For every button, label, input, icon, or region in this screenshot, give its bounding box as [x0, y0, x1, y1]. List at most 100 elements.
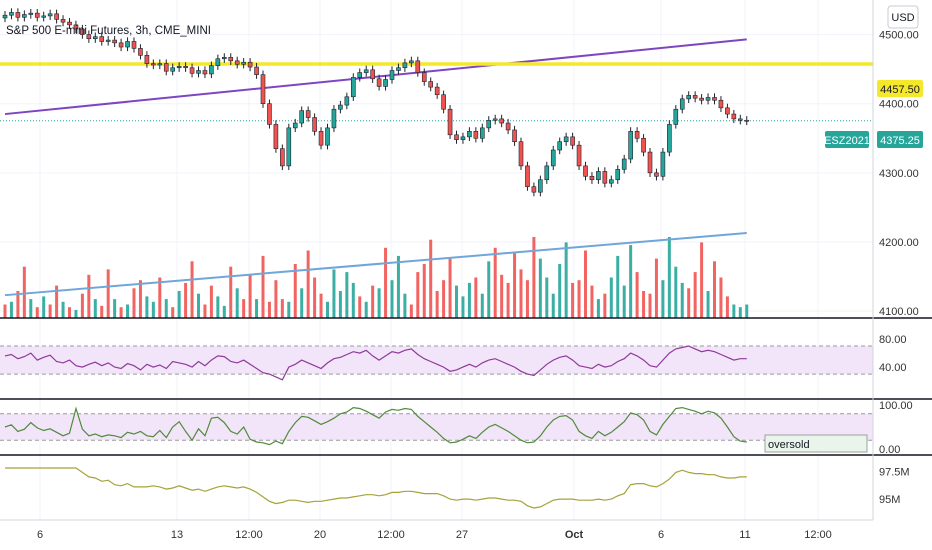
candle-body — [350, 77, 356, 98]
stoch-band — [0, 413, 873, 441]
volume-bar — [519, 269, 523, 318]
volume-bar — [255, 299, 259, 318]
candle-body — [176, 66, 182, 69]
volume-bar — [300, 288, 304, 318]
candle-body — [628, 131, 633, 160]
candle-body — [183, 66, 188, 69]
volume-bar — [319, 293, 323, 318]
time-tick-label: 12:00 — [377, 529, 405, 541]
candle-body — [557, 141, 563, 151]
candle-body — [396, 67, 401, 71]
volume-bar — [151, 301, 155, 318]
volume-bar — [467, 282, 471, 318]
trendline — [4, 231, 747, 297]
volume-bar — [132, 288, 136, 318]
candle-body — [576, 144, 582, 167]
candle-body — [189, 67, 195, 74]
price-axis: 4500.00 4400.00 4300.00 4200.00 4100.00 80.00… — [879, 30, 919, 507]
rsi-line — [4, 345, 747, 381]
volume-bar — [267, 301, 271, 318]
candle-body — [47, 13, 53, 17]
volume-bar — [22, 266, 26, 318]
volume-bar — [106, 269, 110, 318]
rsi-tick-label: 80.00 — [879, 334, 907, 346]
volume-bar — [590, 285, 594, 318]
symbol-tag-label: ESZ2021 — [824, 135, 870, 147]
volume-bar — [725, 296, 729, 318]
candle-body — [634, 131, 640, 139]
volume-bar — [635, 272, 639, 318]
volume-bar — [209, 285, 213, 318]
bottom-indicator-line — [5, 467, 747, 509]
volume-bar — [164, 299, 168, 318]
time-tick-label: 20 — [314, 529, 326, 541]
candle-body — [725, 107, 730, 115]
candle-body — [2, 14, 8, 19]
stoch-tick-label: 0.00 — [879, 444, 900, 456]
volume-bar — [642, 291, 646, 318]
volume-bar — [16, 291, 20, 318]
indicator-lines — [4, 345, 747, 509]
candle-body — [105, 39, 111, 42]
volume-bar — [500, 274, 504, 318]
volume-bar — [274, 280, 278, 318]
time-tick-label: 6 — [658, 529, 664, 541]
volume-bar — [184, 282, 188, 318]
time-tick-label: 11 — [739, 529, 750, 541]
candle-body — [473, 131, 479, 139]
panel-separators — [0, 0, 932, 521]
volume-bar — [706, 291, 710, 318]
currency-button[interactable]: USD — [887, 5, 919, 29]
stoch-line — [4, 406, 747, 446]
volume-bar — [719, 277, 723, 318]
volume-bar — [622, 285, 626, 318]
volume-bar — [551, 293, 555, 318]
candle-body — [505, 122, 511, 131]
volume-bar — [384, 247, 388, 318]
time-tick-label: 13 — [171, 529, 183, 541]
candle-body — [583, 165, 588, 177]
candle-body — [99, 36, 105, 42]
candle-body — [654, 172, 659, 177]
candle-body — [486, 119, 492, 129]
volume-bar — [358, 296, 362, 318]
candle-body — [447, 108, 453, 136]
volume-bar — [119, 307, 123, 318]
volume-bar — [280, 299, 284, 318]
candle-body — [383, 79, 388, 87]
last-price-label: 4375.25 — [880, 135, 920, 147]
candle-body — [22, 14, 27, 18]
candle-body — [550, 149, 556, 167]
candle-body — [209, 65, 214, 75]
price-tick-label: 4100.00 — [879, 306, 919, 318]
candle-body — [260, 74, 266, 104]
candle-body — [731, 113, 737, 120]
candle-body — [67, 21, 72, 26]
candle-body — [357, 72, 363, 78]
candle-body — [280, 148, 285, 167]
candle-body — [247, 61, 253, 68]
candle-body — [531, 186, 537, 193]
volume-bar — [474, 277, 478, 318]
trendlines — [0, 38, 873, 297]
volume-bar — [261, 255, 265, 318]
volume-bar — [538, 258, 542, 318]
volume-bar — [738, 307, 742, 318]
candle-body — [163, 63, 169, 72]
candle-body — [421, 72, 427, 82]
time-tick-label: 12:00 — [804, 529, 832, 541]
candle-body — [589, 175, 595, 181]
candle-body — [667, 124, 672, 153]
volume-bar — [693, 272, 697, 318]
volume-bar — [680, 282, 684, 318]
volume-bar — [9, 301, 13, 318]
candle-body — [151, 63, 156, 66]
price-tick-label: 4500.00 — [879, 30, 919, 42]
candle-body — [454, 134, 459, 140]
candle-body — [608, 179, 614, 184]
volume-bar — [732, 304, 736, 318]
volume-bar — [364, 301, 368, 318]
time-axis: 6 13 12:00 20 12:00 27 Oct 6 11 12:00 — [37, 529, 832, 541]
candle-body — [596, 171, 601, 181]
candle-body — [60, 19, 66, 23]
